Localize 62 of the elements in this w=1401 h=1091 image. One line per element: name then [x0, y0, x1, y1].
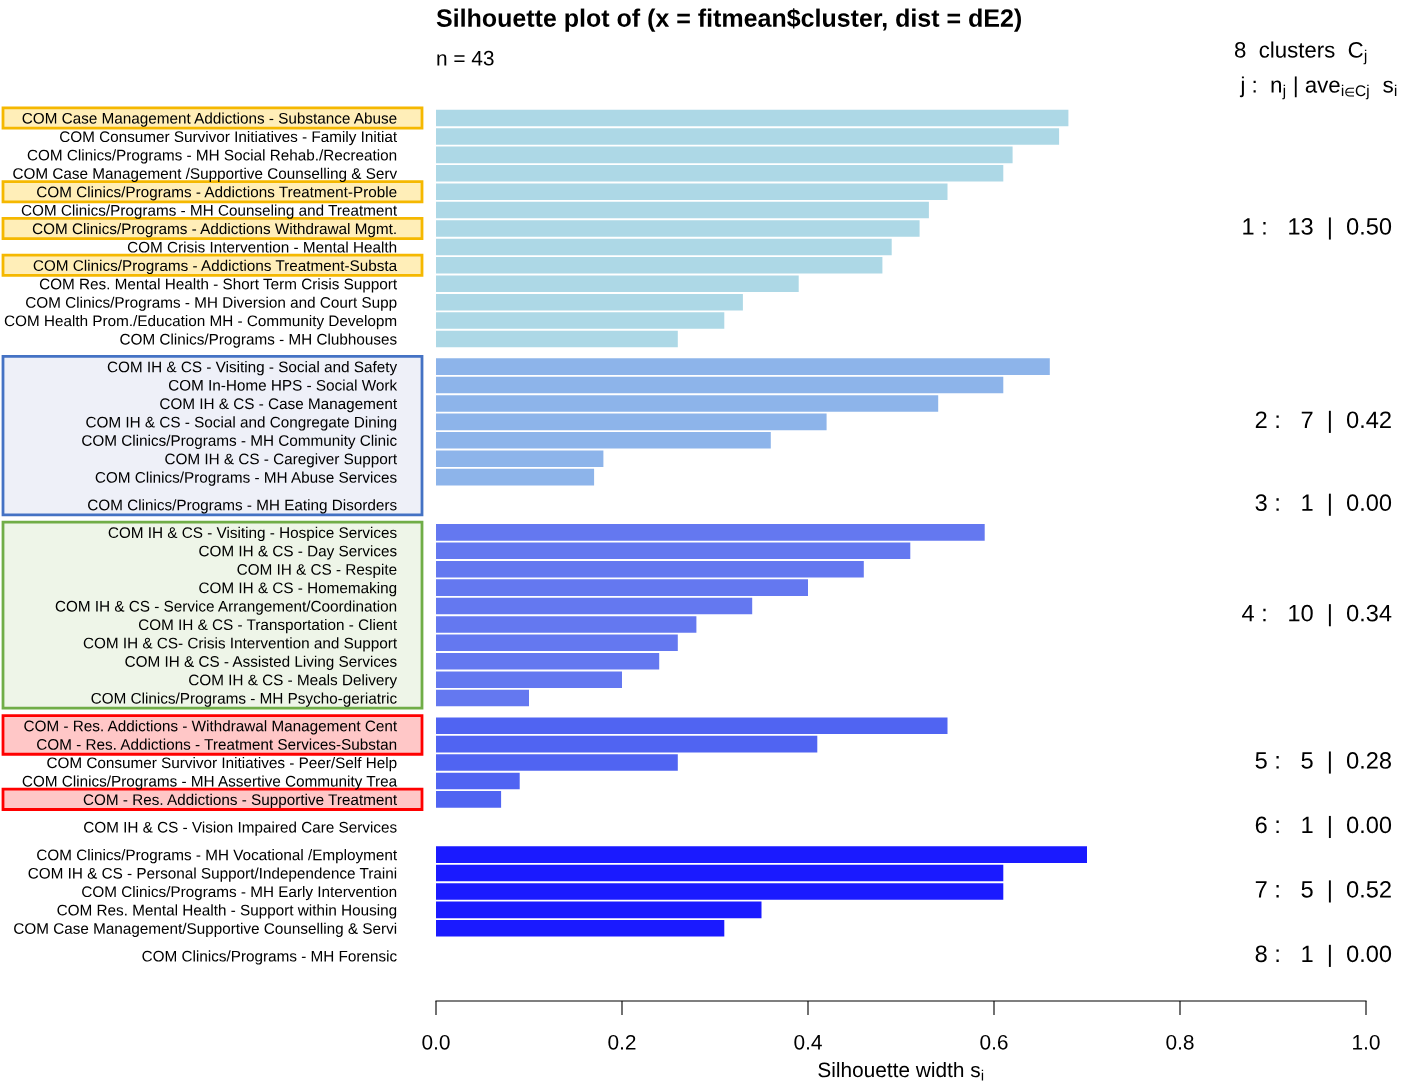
y-tick-label: COM Case Management /Supportive Counselling & Serv — [13, 167, 398, 182]
y-tick-label: COM Crisis Intervention - Mental Health — [127, 241, 397, 253]
text: 8 clusters C$_{j}$ — [1234, 41, 1367, 65]
x-tick-label: 1.0 — [1353, 1034, 1380, 1050]
annotation: 4 : 10 | 0.34 — [1242, 604, 1392, 627]
chart-title: Silhouette plot of (x = fitmean$cluster, dist = dE2) — [436, 8, 1021, 32]
y-tick-label: COM - Res. Addictions - Supportive Treatment — [83, 793, 398, 809]
y-tick-label: COM Health Prom./Education MH - Community Developm — [4, 315, 397, 330]
y-tick-label: COM Consumer Survivor Initiatives - Peer/Self Help — [47, 756, 397, 772]
y-tick-label: COM In-Home HPS - Social Work — [168, 379, 398, 391]
x-tick-label: 0.6 — [980, 1034, 1008, 1050]
y-tick-label: COM Clinics/Programs - MH Eating Disorders — [88, 499, 397, 514]
y-tick-label: COM Clinics/Programs - MH Counseling and Treatment — [21, 204, 398, 219]
y-tick-label: COM Clinics/Programs - MH Forensic — [142, 950, 397, 965]
y-tick-label: COM IH & CS - Assisted Living Services — [125, 655, 397, 670]
x-axis-title: Silhouette width s$_{i}$ — [818, 1061, 984, 1081]
y-tick-label: COM IH & CS - Meals Delivery — [189, 674, 398, 689]
y-tick-label: COM Clinics/Programs - Addictions Treatment-Proble — [37, 186, 397, 201]
y-tick-label: COM IH & CS - Day Services — [199, 545, 397, 560]
annotation: 5 : 5 | 0.28 — [1255, 751, 1391, 774]
y-tick-label: COM Clinics/Programs - MH Social Rehab./Recreation — [27, 149, 397, 164]
y-tick-label: COM Clinics/Programs - Addictions Withdrawal Mgmt. — [32, 222, 396, 238]
annotation: 1 : 13 | 0.50 — [1243, 217, 1392, 240]
y-tick-label: COM Clinics/Programs - MH Psycho-geriatric — [91, 692, 397, 707]
y-tick-label: COM Clinics/Programs - MH Clubhouses — [120, 333, 397, 348]
x-tick-label: 0.2 — [608, 1034, 636, 1050]
y-tick-label: COM IH & CS - Social and Congregate Dining — [86, 416, 397, 431]
y-tick-label: COM Clinics/Programs - MH Abuse Services — [95, 471, 397, 486]
x-tick-label: 0.4 — [794, 1034, 822, 1050]
y-tick-label: COM IH & CS - Caregiver Support — [165, 453, 398, 468]
y-tick-label: COM Clinics/Programs - MH Early Intervention — [82, 885, 397, 901]
y-tick-label: COM Clinics/Programs - MH Assertive Community Trea — [22, 775, 398, 790]
x-tick-label: 0.8 — [1166, 1034, 1194, 1050]
y-tick-label: COM IH & CS - Transportation - Client — [138, 618, 398, 634]
y-tick-label: COM IH & CS - Case Management — [160, 398, 398, 413]
text: n = 43 — [437, 50, 494, 66]
annotation: 7 : 5 | 0.52 — [1255, 880, 1391, 903]
y-tick-label: COM Clinics/Programs - Addictions Treatment-Substa — [33, 259, 398, 275]
y-tick-label: COM IH & CS - Visiting - Hospice Services — [108, 526, 397, 542]
annotation: 3 : 1 | 0.00 — [1255, 493, 1392, 516]
y-tick-label: COM - Res. Addictions - Treatment Services-Substan — [37, 738, 397, 750]
y-tick-label: COM IH & CS - Visiting - Social and Safety — [107, 361, 398, 376]
y-tick-label: COM IH & CS - Respite — [237, 563, 397, 578]
y-tick-label: COM Case Management Addictions - Substance Abuse — [22, 112, 397, 127]
annotation: 2 : 7 | 0.42 — [1255, 410, 1391, 433]
y-tick-label: COM Clinics/Programs - MH Vocational /Employment — [37, 849, 398, 864]
annotation: 6 : 1 | 0.00 — [1255, 815, 1392, 839]
annotation: 8 : 1 | 0.00 — [1255, 944, 1392, 967]
y-tick-label: COM IH & CS - Personal Support/Independence Traini — [28, 867, 397, 882]
text: j : n$_{j}$ | ave$_{i∈Cj}$ s$_{i}$ — [1239, 76, 1397, 100]
y-tick-label: COM IH & CS- Crisis Intervention and Support — [83, 637, 398, 652]
y-tick-label: COM Clinics/Programs - MH Diversion and Court Supp — [26, 296, 397, 311]
y-tick-label: COM Res. Mental Health - Short Term Crisis Support — [39, 278, 398, 293]
x-tick-label: 0.0 — [422, 1034, 450, 1050]
y-tick-label: COM Res. Mental Health - Support within Housing — [57, 904, 397, 919]
y-tick-label: COM Clinics/Programs - MH Community Clinic — [82, 434, 397, 449]
y-tick-label: COM IH & CS - Service Arrangement/Coordination — [55, 600, 397, 615]
y-tick-label: COM Case Management/Supportive Counselling & Servi — [14, 922, 397, 937]
y-tick-label: COM - Res. Addictions - Withdrawal Management Cent — [24, 720, 398, 735]
y-tick-label: COM IH & CS - Homemaking — [199, 582, 397, 597]
y-tick-label: COM Consumer Survivor Initiatives - Family Initiat — [60, 130, 398, 146]
y-tick-label: COM IH & CS - Vision Impaired Care Services — [84, 821, 397, 836]
